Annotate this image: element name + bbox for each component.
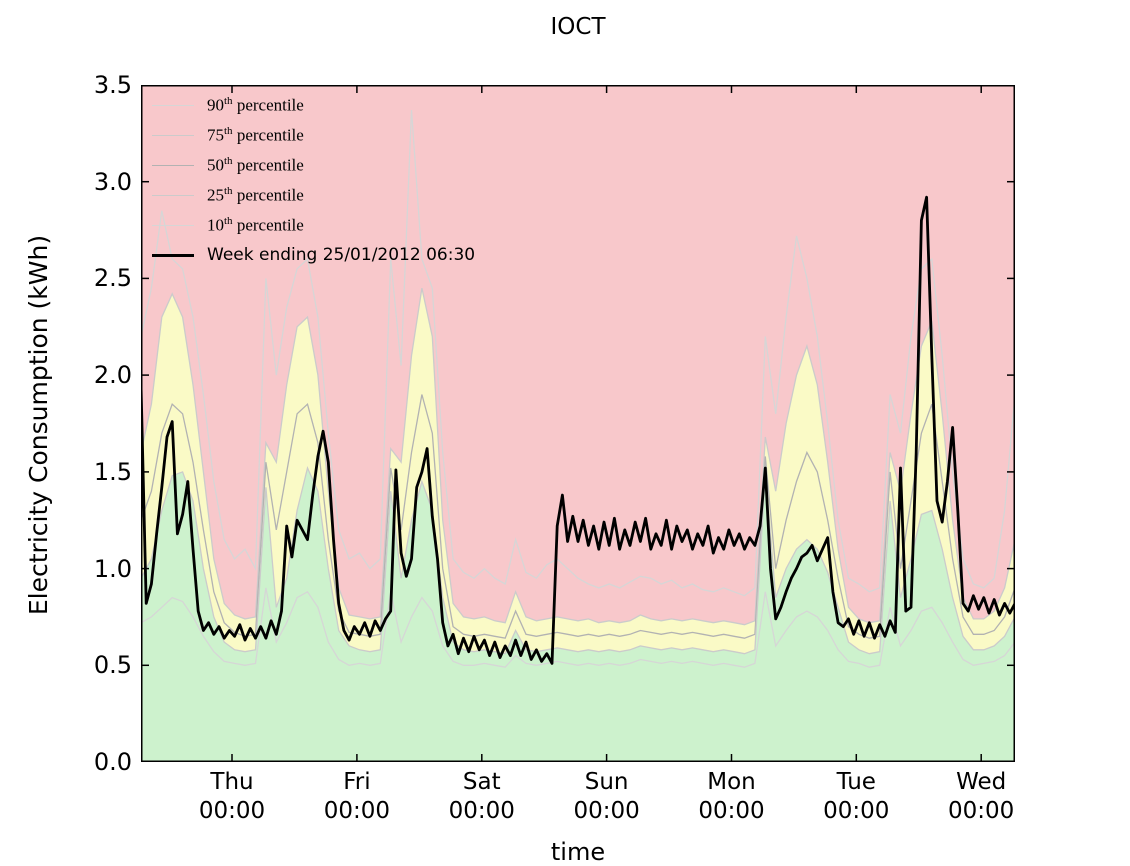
x-tick-day: Tue: [836, 769, 876, 795]
x-tick-day: Thu: [210, 769, 254, 795]
chart-title: IOCT: [550, 14, 606, 40]
legend-label: 90th percentile: [207, 94, 304, 115]
y-axis-label: Electricity Consumption (kWh): [24, 234, 53, 616]
p50-line: [141, 394, 1015, 639]
legend-item: 25th percentile: [152, 180, 475, 210]
x-tick-time: 00:00: [573, 798, 640, 824]
plot-frame: [141, 85, 1015, 762]
legend-item: 50th percentile: [152, 150, 475, 180]
legend-item: 90th percentile: [152, 90, 475, 120]
x-tick-label-Sat: Sat 00:00: [412, 768, 552, 826]
legend-label: 25th percentile: [207, 184, 304, 205]
x-tick-day: Wed: [956, 769, 1007, 795]
y-tick-label-3.5: 3.5: [93, 71, 132, 99]
legend-line-sample: [152, 224, 194, 226]
x-tick-time: 00:00: [823, 798, 890, 824]
legend-label: 50th percentile: [207, 154, 304, 175]
week-line: [141, 195, 1015, 665]
x-tick-label-Mon: Mon 00:00: [661, 768, 801, 826]
legend-item: 10th percentile: [152, 210, 475, 240]
chart-canvas: [141, 85, 1015, 762]
legend-label: Week ending 25/01/2012 06:30: [207, 245, 476, 265]
p10-line: [141, 587, 1015, 668]
band-below-25th: [141, 468, 1015, 762]
x-tick-time: 00:00: [948, 798, 1015, 824]
x-tick-day: Sun: [584, 769, 629, 795]
y-tick-label-2.5: 2.5: [93, 264, 132, 293]
x-tick-day: Sat: [462, 769, 501, 795]
y-tick-label-1.5: 1.5: [93, 457, 132, 486]
legend-line-sample: [152, 164, 194, 166]
y-tick-label-1.0: 1.0: [93, 554, 132, 583]
x-tick-time: 00:00: [323, 798, 391, 824]
x-tick-label-Tue: Tue 00:00: [786, 768, 926, 826]
x-tick-time: 00:00: [448, 798, 515, 824]
legend-line-sample: [152, 194, 194, 196]
x-axis-label: time: [550, 838, 606, 866]
x-tick-time: 00:00: [198, 798, 266, 824]
legend-label: 75th percentile: [207, 124, 304, 145]
x-tick-label-Sun: Sun 00:00: [537, 768, 677, 826]
y-tick-label-3.0: 3.0: [93, 167, 132, 196]
x-tick-label-Fri: Fri 00:00: [287, 768, 427, 826]
x-tick-day: Mon: [707, 769, 756, 795]
legend-line-sample: [152, 134, 194, 136]
legend-line-sample: [152, 104, 194, 106]
y-tick-label-0.5: 0.5: [93, 651, 132, 680]
p90-line: [141, 110, 1015, 597]
x-tick-label-Wed: Wed 00:00: [911, 768, 1051, 826]
y-tick-label-0.0: 0.0: [93, 748, 132, 776]
legend-label: 10th percentile: [207, 214, 304, 235]
legend-item: Week ending 25/01/2012 06:30: [152, 240, 475, 270]
y-tick-label-2.0: 2.0: [93, 361, 132, 390]
x-tick-time: 00:00: [698, 798, 765, 824]
band-25th-75th: [141, 288, 1015, 654]
legend-line-sample: [152, 253, 194, 257]
legend-item: 75th percentile: [152, 120, 475, 150]
band-above-75th: [141, 85, 1015, 625]
x-tick-day: Fri: [343, 769, 371, 795]
legend: 90th percentile 75th percentile 50th perce…: [152, 90, 475, 270]
x-tick-label-Thu: Thu 00:00: [162, 768, 302, 826]
plot-area: [141, 85, 1015, 762]
p25-line: [141, 466, 1015, 655]
